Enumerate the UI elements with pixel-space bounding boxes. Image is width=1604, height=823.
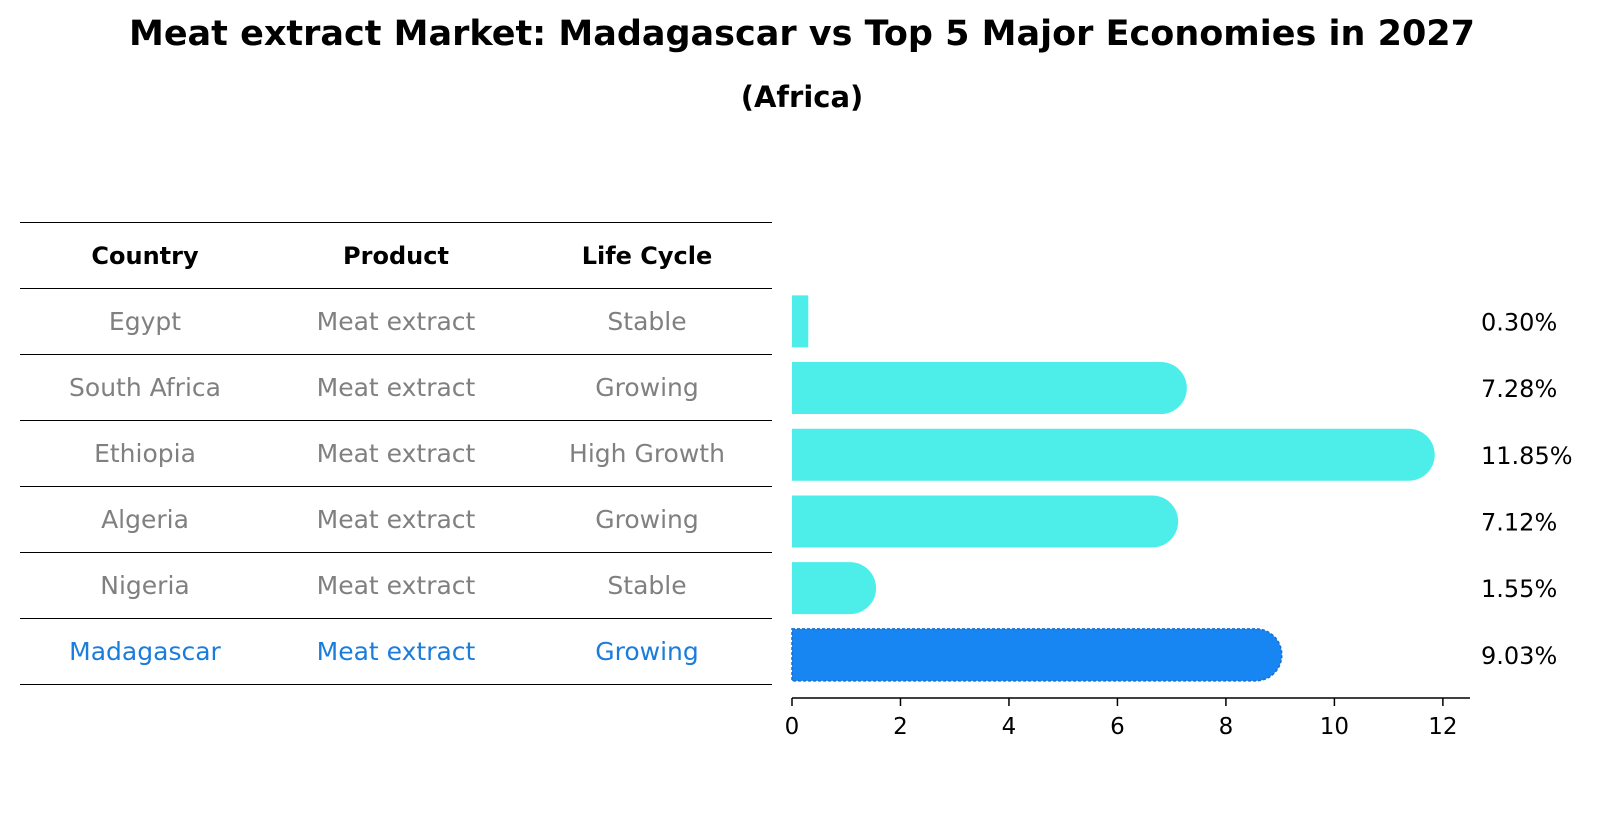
header-life-cycle: Life Cycle [581, 242, 713, 270]
header-country: Country [91, 242, 199, 270]
x-tick-label: 2 [893, 714, 908, 740]
product-cell: Meat extract [316, 571, 476, 600]
table-row: Nigeria Meat extract Stable [20, 552, 772, 618]
chart-title: Meat extract Market: Madagascar vs Top 5… [128, 14, 1476, 54]
product-cell: Meat extract [316, 373, 476, 402]
life-cycle-cell: Stable [607, 571, 687, 600]
life-cycle-cell: High Growth [569, 439, 725, 468]
bar-nigeria [792, 562, 877, 615]
value-label: 0.30% [1481, 308, 1557, 336]
country-cell: Egypt [108, 307, 182, 336]
value-label: 11.85% [1481, 442, 1573, 470]
bar-ethiopia [792, 428, 1435, 481]
x-tick-label: 12 [1428, 714, 1457, 740]
life-cycle-cell: Growing [595, 505, 699, 534]
table-row: South Africa Meat extract Growing [20, 354, 772, 420]
life-cycle-cell: Growing [595, 637, 699, 666]
table-row: Ethiopia Meat extract High Growth [20, 420, 772, 486]
country-cell: Ethiopia [94, 439, 196, 468]
country-cell: South Africa [69, 373, 221, 402]
bar-egypt [792, 295, 809, 348]
x-tick-label: 6 [1110, 714, 1125, 740]
country-table: Country Product Life Cycle Egypt Meat ex… [20, 222, 772, 685]
x-tick-label: 4 [1002, 714, 1017, 740]
value-label: 7.28% [1481, 375, 1557, 403]
x-tick-label: 0 [785, 714, 800, 740]
life-cycle-cell: Stable [607, 307, 687, 336]
header-product: Product [343, 242, 449, 270]
life-cycle-cell: Growing [595, 373, 699, 402]
country-cell: Nigeria [100, 571, 190, 600]
bar-madagascar [791, 628, 1283, 682]
table-row: Algeria Meat extract Growing [20, 486, 772, 552]
product-cell: Meat extract [316, 637, 476, 666]
table-header-row: Country Product Life Cycle [20, 222, 772, 288]
x-tick-label: 10 [1320, 714, 1349, 740]
country-cell: Algeria [101, 505, 189, 534]
value-label: 7.12% [1481, 508, 1557, 536]
table-row: Egypt Meat extract Stable [20, 288, 772, 354]
value-label: 9.03% [1481, 642, 1557, 670]
x-tick-label: 8 [1219, 714, 1234, 740]
value-label: 1.55% [1481, 575, 1557, 603]
product-cell: Meat extract [316, 505, 476, 534]
product-cell: Meat extract [316, 307, 476, 336]
chart-subtitle: (Africa) [740, 80, 864, 114]
bar-south-africa [792, 362, 1187, 415]
bar-algeria [792, 495, 1179, 548]
table-row-highlighted: Madagascar Meat extract Growing [20, 618, 772, 685]
product-cell: Meat extract [316, 439, 476, 468]
country-cell: Madagascar [69, 637, 221, 666]
